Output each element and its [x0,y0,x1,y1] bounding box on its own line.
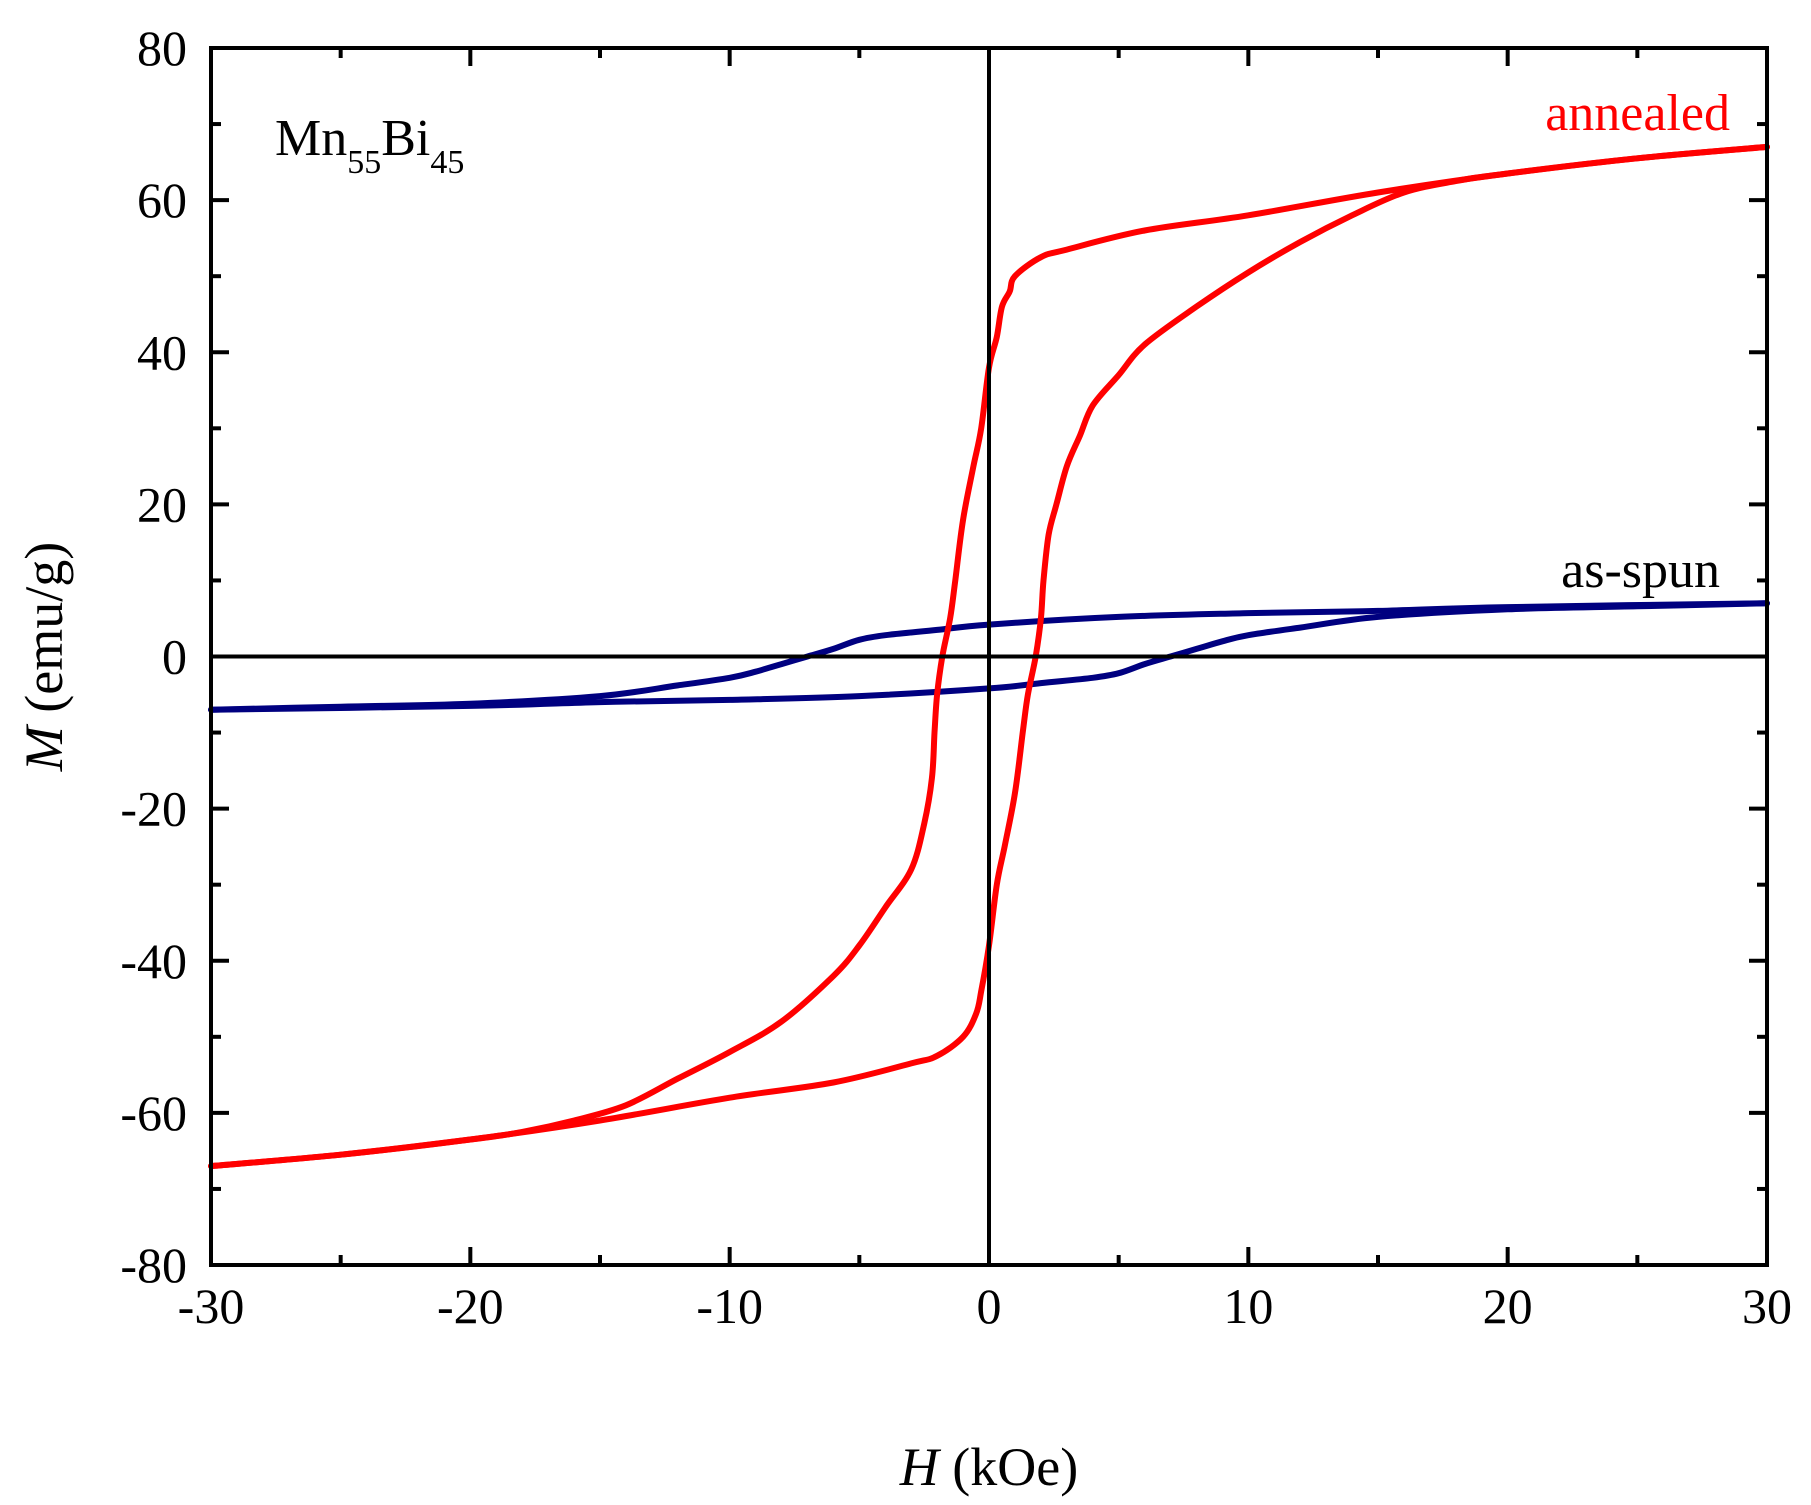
x-tick-label: 30 [1742,1278,1792,1334]
y-tick-label: 80 [137,20,187,76]
x-tick-label: -30 [178,1278,245,1334]
sample-label-bi-subscript: 45 [430,144,464,181]
y-axis-title: M (emu/g) [14,542,74,772]
series-label-as-spun: as-spun [1561,542,1720,599]
series-as-spun-descending-branch [208,600,1770,713]
sample-label-mn-subscript: 55 [347,144,381,181]
x-axis-unit: (kOe) [952,1437,1078,1497]
x-tick-label: 10 [1223,1278,1273,1334]
x-tick-label: -20 [437,1278,504,1334]
y-axis-symbol: M [14,723,74,772]
y-tick-label: 60 [137,172,187,228]
y-tick-label: -80 [120,1237,187,1293]
series-as-spun-ascending-branch [208,600,1770,713]
ticks-group [209,46,1769,1267]
x-axis-unit-spacer [939,1437,953,1497]
sample-label-mn: Mn [275,110,347,167]
series-label-annealed: annealed [1545,85,1730,142]
x-tick-label: -10 [696,1278,763,1334]
x-tick-label: 0 [977,1278,1002,1334]
y-tick-label: -40 [120,933,187,989]
y-tick-label: 0 [162,629,187,685]
sample-label: Mn55Bi45 [275,110,464,181]
series-annealed-descending-branch [208,143,1770,1170]
y-tick-label: -20 [120,781,187,837]
y-tick-label: 20 [137,476,187,532]
y-axis-unit: (emu/g) [14,542,74,713]
y-tick-label: -60 [120,1085,187,1141]
x-axis-title: H (kOe) [899,1437,1078,1497]
sample-label-bi: Bi [381,110,430,167]
x-tick-label: 20 [1483,1278,1533,1334]
tick-labels-group: -30 -20 -10 0 10 20 30 -80 -60 -40 -20 0 20 40 60 80 [120,20,1792,1334]
y-tick-label: 40 [137,324,187,380]
y-axis-unit-spacer [14,713,74,727]
x-axis-symbol: H [899,1437,942,1497]
